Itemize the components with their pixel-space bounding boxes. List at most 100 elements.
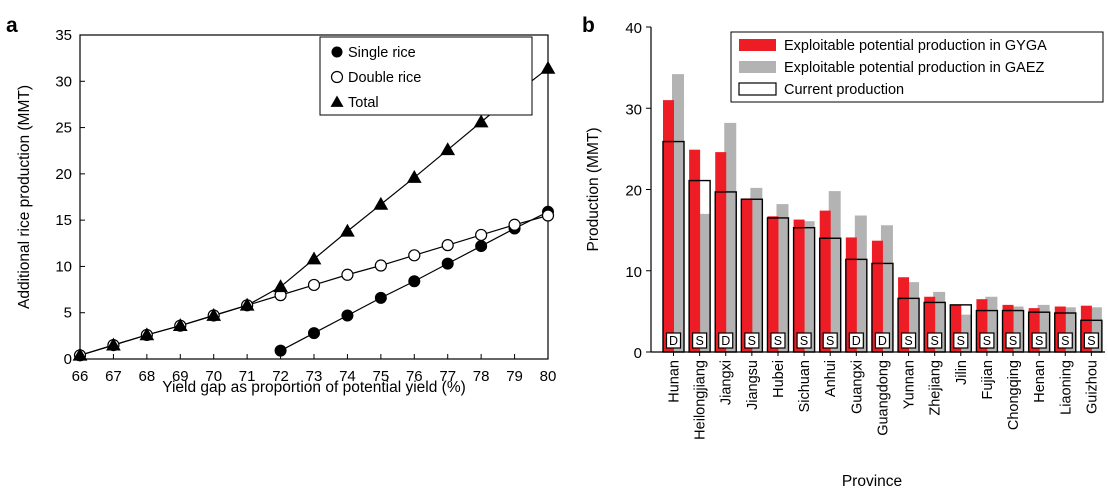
province-label: Heilongjiang — [693, 360, 709, 440]
bar-gyga-liaoning — [1054, 306, 1066, 352]
data-point-total — [306, 251, 322, 265]
data-point-single — [274, 344, 287, 357]
y-tick-label-a: 25 — [55, 120, 72, 137]
cropping-system-box — [822, 332, 838, 349]
cropping-system-letter: S — [1035, 334, 1043, 348]
legend-b: Exploitable potential production in GYGA… — [730, 31, 1104, 103]
bar-gyga-zhejiang — [924, 296, 936, 352]
legend-swatch-b — [739, 39, 776, 51]
bar-gyga-guizhou — [1080, 305, 1092, 352]
data-point-total — [72, 347, 88, 361]
data-point-total — [239, 297, 255, 311]
cropping-system-box — [744, 332, 760, 349]
data-point-double — [441, 239, 454, 252]
y-tick-label-a: 35 — [55, 27, 72, 44]
legend-marker-total — [330, 95, 344, 107]
x-tick-label-a: 78 — [473, 368, 490, 385]
legend-marker-single — [331, 46, 343, 58]
data-point-double — [307, 278, 321, 292]
bar-gyga-guangdong — [871, 240, 883, 352]
x-tick-label-a: 80 — [540, 368, 557, 385]
x-tick-label-a: 72 — [272, 368, 289, 385]
legend-label-a: Double rice — [348, 70, 421, 86]
data-point-total — [273, 279, 288, 293]
y-tick-label-a: 20 — [55, 166, 72, 183]
cropping-system-letter: S — [1061, 334, 1069, 348]
data-point-total — [106, 337, 121, 351]
y-tick-label-b: 10 — [625, 264, 642, 281]
x-tick-label-a: 71 — [239, 368, 256, 385]
bar-gyga-anhui — [819, 210, 831, 352]
y-tick-label-a: 30 — [55, 73, 72, 90]
cropping-system-letter: D — [878, 334, 887, 348]
x-axis-label-a: Yield gap as proportion of potential yie… — [162, 379, 466, 396]
province-label: Guangxi — [849, 360, 865, 414]
chart-a: 66 67 68 69 70 71 72 73 74 75 76 77 78 79 80 0 5 10 15 20 25… — [16, 27, 556, 396]
bar-gyga-heilongjiang — [689, 149, 701, 352]
cropping-system-box — [665, 332, 682, 349]
cropping-system-letter: S — [800, 334, 808, 348]
bar-gaez-jiangsu — [750, 187, 763, 352]
panel-b-label: b — [582, 14, 595, 37]
x-tick-label-a: 73 — [306, 368, 323, 385]
cropping-system-letter: S — [1009, 334, 1017, 348]
province-label: Chongqing — [1006, 360, 1022, 430]
data-point-double — [408, 249, 421, 262]
y-tick-label-b: 20 — [625, 183, 642, 200]
legend-label-b: Exploitable potential production in GAEZ — [784, 60, 1044, 76]
bar-gaez-hunan — [672, 74, 684, 352]
bar-gyga-guangxi — [845, 237, 857, 352]
data-point-double — [508, 218, 521, 231]
data-point-single — [341, 309, 354, 322]
y-tick-label-b: 40 — [625, 20, 642, 37]
cropping-system-letter: S — [957, 334, 965, 348]
cropping-system-letter: S — [904, 334, 912, 348]
province-label: Anhui — [823, 360, 839, 397]
province-label: Jiangsu — [745, 360, 761, 410]
data-point-total — [373, 196, 389, 210]
y-tick-label-a: 0 — [64, 351, 72, 368]
y-tick-label-a: 5 — [64, 305, 72, 322]
cropping-system-letter: S — [826, 334, 834, 348]
cropping-system-letter: S — [748, 334, 756, 348]
x-tick-label-a: 69 — [172, 368, 189, 385]
cropping-system-letter: S — [774, 334, 782, 348]
data-point-total — [440, 142, 456, 156]
x-tick-label-a: 66 — [72, 368, 89, 385]
cropping-system-letter: S — [983, 334, 991, 348]
cropping-system-box — [1005, 332, 1021, 349]
y-axis-label-b: Production (MMT) — [585, 127, 602, 251]
cropping-system-box — [770, 332, 786, 349]
province-label: Sichuan — [797, 360, 813, 412]
x-tick-label-a: 75 — [373, 368, 390, 385]
bar-gyga-hunan — [663, 100, 674, 352]
x-tick-label-a: 67 — [105, 368, 122, 385]
bar-gyga-sichuan — [793, 219, 805, 352]
x-tick-label-a: 70 — [205, 368, 222, 385]
data-point-double — [541, 209, 555, 222]
cropping-system-letter: D — [721, 334, 730, 348]
bar-gyga-henan — [1028, 308, 1040, 352]
cropping-system-box — [1083, 332, 1099, 349]
bar-gaez-sichuan — [802, 221, 815, 352]
y-tick-label-a: 15 — [55, 212, 72, 229]
province-label: Liaoning — [1058, 360, 1074, 415]
data-point-single — [408, 275, 421, 288]
province-label: Hunan — [667, 360, 683, 403]
data-point-total — [540, 60, 556, 74]
data-point-total — [340, 223, 355, 237]
bar-gyga-jiangxi — [715, 152, 727, 352]
cropping-system-box — [848, 332, 864, 349]
bar-gyga-hubei — [767, 216, 779, 352]
province-label: Jilin — [954, 360, 970, 385]
province-label: Fujian — [980, 360, 996, 400]
legend-label-a: Total — [348, 95, 379, 111]
cropping-system-box — [718, 332, 734, 349]
bar-gyga-jiangsu — [741, 198, 753, 352]
cropping-system-box — [953, 332, 969, 349]
y-tick-label-b: 0 — [634, 345, 642, 362]
data-point-single — [475, 240, 488, 253]
legend-swatch-b — [738, 82, 777, 96]
cropping-system-letter: S — [931, 334, 939, 348]
